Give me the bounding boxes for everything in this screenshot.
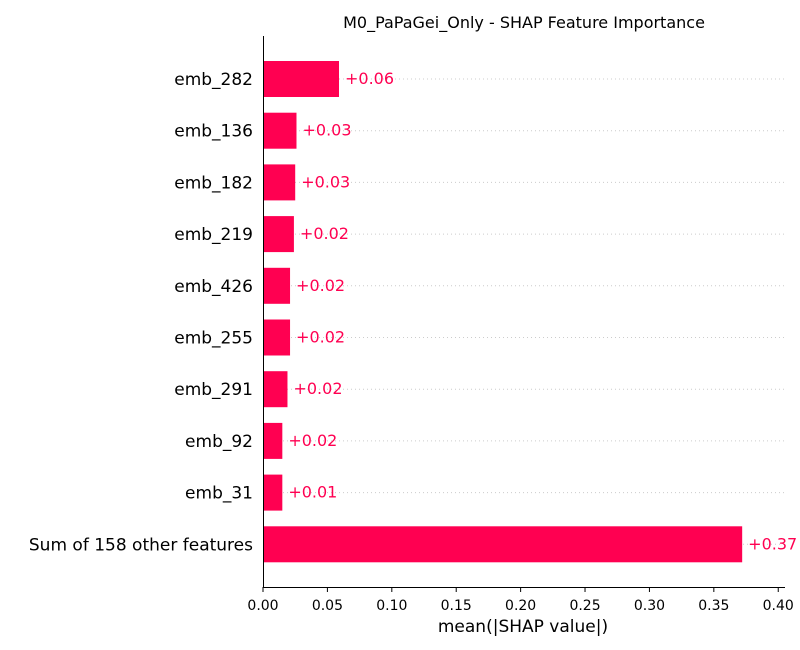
y-tick-label: emb_31: [185, 484, 253, 504]
y-tick-label: emb_291: [174, 380, 253, 400]
chart-title: M0_PaPaGei_Only - SHAP Feature Importanc…: [343, 13, 705, 33]
bar: [263, 371, 288, 408]
x-tick-label: 0.25: [569, 598, 600, 614]
row-guides: [263, 78, 785, 545]
bar: [263, 267, 291, 304]
bar: [263, 422, 283, 459]
bars: [263, 61, 743, 563]
bar: [263, 319, 291, 356]
x-axis-label: mean(|SHAP value|): [438, 617, 608, 637]
y-tick-labels: emb_282 emb_136 emb_182 emb_219 emb_426 emb_2…: [29, 70, 253, 555]
x-tick-label: 0.05: [312, 598, 343, 614]
x-tick-label: 0.15: [441, 598, 472, 614]
x-tick-label: 0.10: [376, 598, 407, 614]
data-label: +0.37: [748, 534, 797, 553]
x-tick-label: 0.40: [763, 598, 794, 614]
y-tick-label: emb_255: [174, 329, 253, 349]
y-tick-label: emb_92: [185, 432, 253, 452]
bar: [263, 474, 283, 511]
data-label: +0.02: [293, 379, 342, 398]
data-label: +0.02: [300, 224, 349, 243]
data-labels: +0.06 +0.03 +0.03 +0.02 +0.02 +0.02 +0.02 +0.02…: [288, 69, 797, 553]
y-tick-label: Sum of 158 other features: [29, 535, 253, 555]
x-tick-label: 0.35: [698, 598, 729, 614]
y-tick-label: emb_182: [174, 173, 253, 193]
y-tick-label: emb_219: [174, 225, 253, 245]
data-label: +0.02: [296, 328, 345, 347]
data-label: +0.02: [288, 431, 337, 450]
x-tick-label: 0.20: [505, 598, 536, 614]
x-tick-label: 0.00: [247, 598, 278, 614]
bar: [263, 112, 297, 149]
data-label: +0.03: [301, 172, 350, 191]
y-tick-label: emb_426: [174, 277, 253, 297]
data-label: +0.03: [302, 121, 351, 140]
data-label: +0.06: [345, 69, 394, 88]
bar: [263, 164, 296, 201]
x-ticks: 0.00 0.05 0.10 0.15 0.20 0.25 0.30 0.35 0.40: [247, 587, 794, 614]
bar: [263, 61, 339, 97]
data-label: +0.02: [296, 276, 345, 295]
bar: [263, 216, 294, 253]
data-label: +0.01: [288, 483, 337, 502]
bar: [263, 526, 743, 563]
y-tick-label: emb_136: [174, 122, 253, 142]
y-tick-label: emb_282: [174, 70, 253, 90]
x-tick-label: 0.30: [634, 598, 665, 614]
